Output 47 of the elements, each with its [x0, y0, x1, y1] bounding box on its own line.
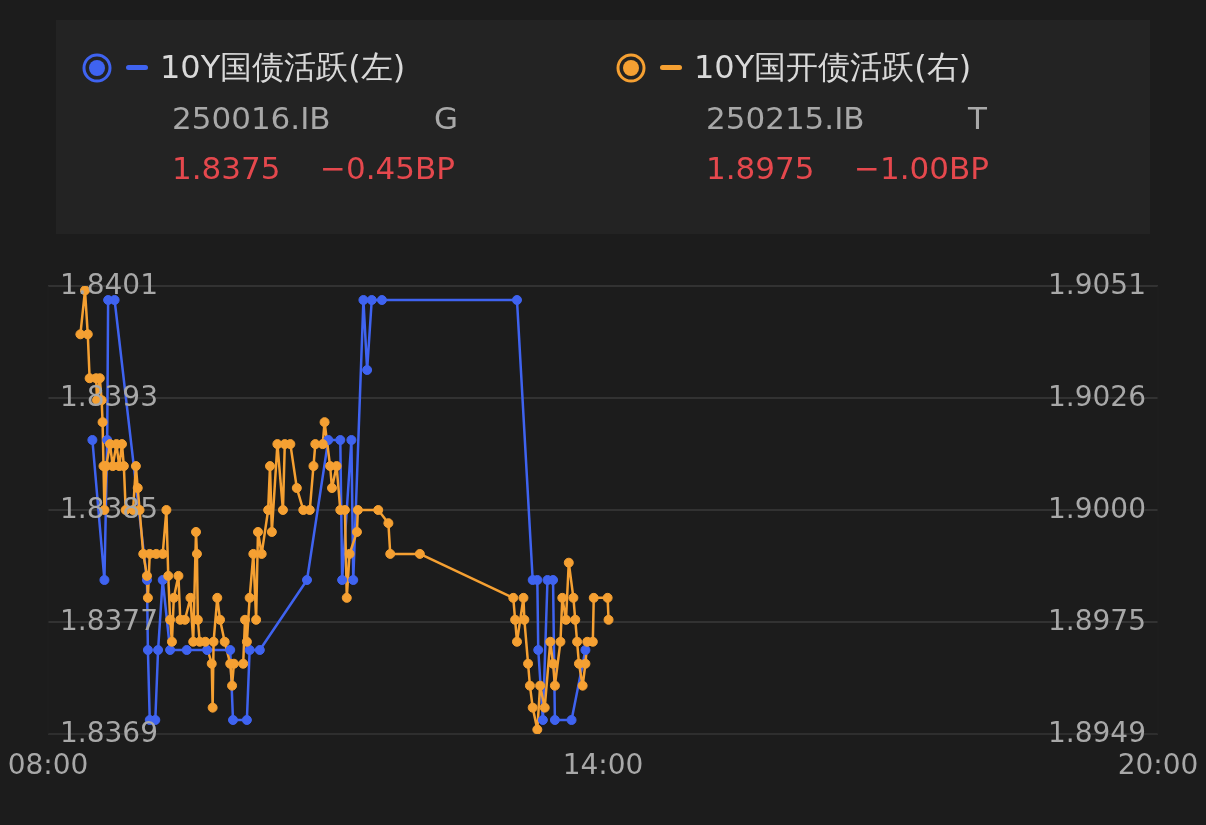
point — [549, 715, 560, 725]
point — [511, 295, 522, 305]
point — [346, 435, 357, 445]
text: 1.8975 — [706, 150, 816, 186]
point — [153, 645, 164, 655]
y2-tick-label: 1.9026 — [1048, 380, 1146, 413]
point — [376, 295, 387, 305]
text: −0.45BP — [320, 150, 455, 186]
text: 250016.IB — [172, 100, 332, 136]
point — [302, 575, 312, 585]
point — [254, 645, 265, 655]
point — [348, 575, 359, 585]
legend-label: 10Y国债活跃(左) — [160, 47, 406, 88]
point — [244, 645, 255, 655]
text: −1.00BP — [854, 150, 989, 186]
point — [225, 645, 236, 655]
y2-tick-label: 1.9000 — [1048, 492, 1146, 525]
text: 250215.IB — [706, 100, 866, 136]
legend-label: 10Y国开债活跃(右) — [694, 47, 972, 88]
text: T — [968, 100, 987, 136]
y2-tick-label: 1.8975 — [1048, 604, 1146, 637]
x-tick-label: 08:00 — [7, 747, 89, 781]
point — [566, 715, 577, 725]
point — [165, 645, 176, 655]
y2-tick-label: 1.8949 — [1048, 716, 1146, 749]
point — [241, 715, 252, 725]
point — [358, 295, 369, 305]
point — [228, 715, 238, 725]
point — [202, 645, 213, 655]
y-tick-label: 1.8369 — [60, 716, 158, 749]
point — [533, 645, 544, 655]
y-tick-label: 1.8401 — [60, 268, 158, 301]
point — [181, 645, 192, 655]
point — [580, 645, 591, 655]
point — [337, 575, 348, 585]
point — [362, 365, 373, 375]
text: G — [434, 100, 459, 136]
point — [335, 435, 346, 445]
text: 1.8375 — [172, 150, 282, 186]
point — [99, 575, 110, 585]
y2-tick-label: 1.9051 — [1048, 268, 1146, 301]
point — [366, 295, 377, 305]
point — [142, 645, 153, 655]
point — [87, 435, 98, 445]
point — [537, 715, 548, 725]
x-tick-label: 20:00 — [1117, 747, 1199, 781]
x-tick-label: 14:00 — [562, 747, 644, 781]
